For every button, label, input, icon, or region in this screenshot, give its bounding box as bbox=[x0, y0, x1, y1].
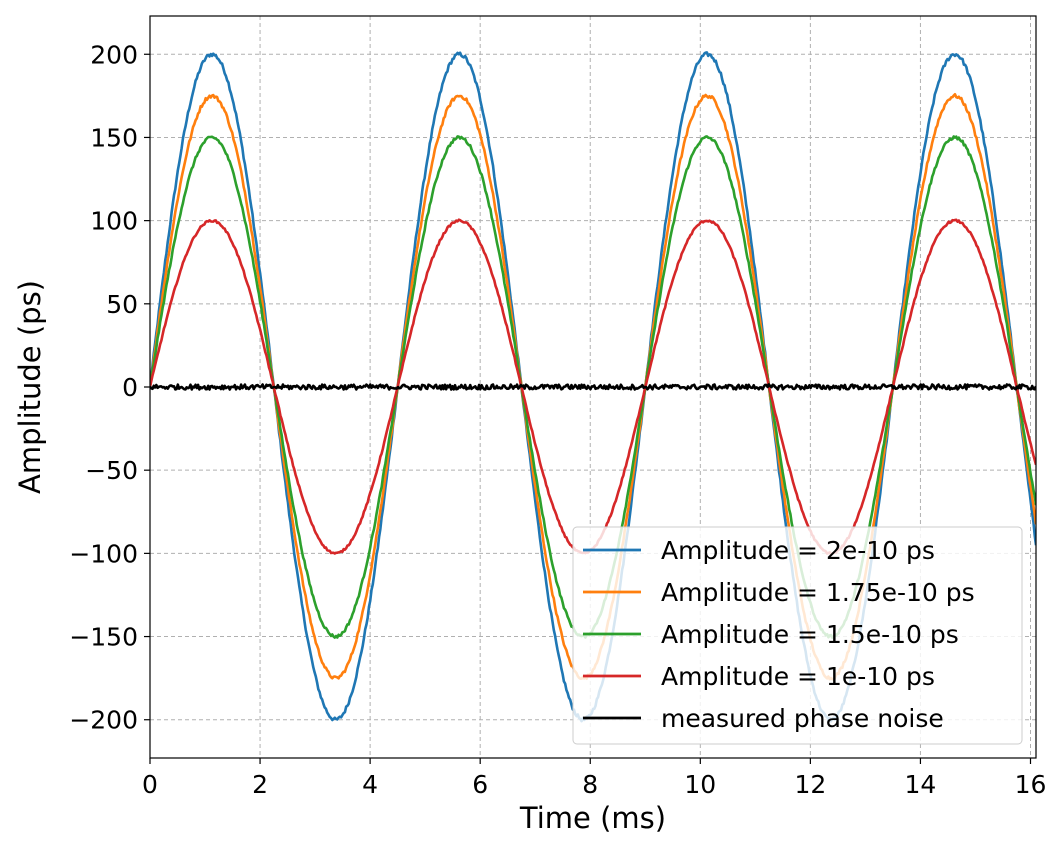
y-axis-label: Amplitude (ps) bbox=[13, 280, 47, 494]
legend: Amplitude = 2e-10 ps Amplitude = 1.75e-10… bbox=[572, 526, 1023, 745]
y-tick-label: −100 bbox=[69, 539, 138, 568]
y-tick-label: −50 bbox=[85, 456, 138, 485]
series-line-4 bbox=[150, 383, 1036, 391]
x-tick-label: 16 bbox=[1015, 770, 1047, 799]
y-tick-label: 100 bbox=[90, 207, 138, 236]
x-tick-label: 12 bbox=[794, 770, 826, 799]
y-tick-label: 0 bbox=[122, 373, 138, 402]
y-tick-label: 200 bbox=[90, 40, 138, 69]
x-tick-label: 14 bbox=[905, 770, 937, 799]
x-tick-label: 2 bbox=[252, 770, 268, 799]
legend-entry: Amplitude = 1e-10 ps bbox=[661, 662, 935, 691]
y-tick-label: 150 bbox=[90, 123, 138, 152]
y-tick-label: −200 bbox=[69, 706, 138, 735]
y-tick-label: −150 bbox=[69, 623, 138, 652]
legend-box bbox=[572, 526, 1023, 745]
x-tick-label: 6 bbox=[472, 770, 488, 799]
legend-entry: measured phase noise bbox=[661, 704, 944, 733]
x-tick-label: 8 bbox=[582, 770, 598, 799]
x-tick-label: 0 bbox=[142, 770, 158, 799]
x-axis-label: Time (ms) bbox=[519, 801, 666, 835]
legend-entry: Amplitude = 2e-10 ps bbox=[661, 536, 935, 565]
x-ticks: 0 2 4 6 8 10 12 14 16 bbox=[142, 758, 1046, 799]
legend-entry: Amplitude = 1.5e-10 ps bbox=[661, 620, 959, 649]
y-ticks: 200 150 100 50 0 −50 −100 −150 −200 bbox=[69, 40, 150, 735]
x-tick-label: 10 bbox=[684, 770, 716, 799]
legend-entry: Amplitude = 1.75e-10 ps bbox=[661, 578, 975, 607]
y-tick-label: 50 bbox=[106, 290, 138, 319]
x-tick-label: 4 bbox=[362, 770, 378, 799]
